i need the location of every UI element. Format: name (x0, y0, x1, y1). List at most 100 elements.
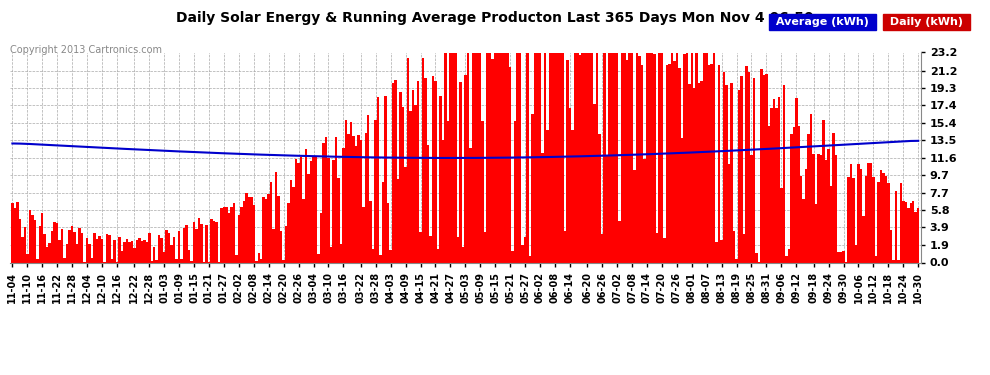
Bar (68, 230, 71, 262)
Bar (501, 53, 504, 262)
Bar (698, 82, 701, 262)
Bar (345, 120, 347, 262)
Bar (556, 53, 558, 262)
Bar (696, 53, 698, 262)
Bar (571, 130, 573, 262)
Bar (131, 241, 133, 262)
Bar (297, 163, 300, 262)
Bar (93, 232, 96, 262)
Bar (262, 198, 265, 262)
Bar (474, 53, 476, 262)
Bar (494, 53, 496, 262)
Bar (838, 252, 840, 262)
Bar (728, 165, 731, 262)
Bar (673, 61, 675, 262)
Bar (772, 99, 775, 262)
Bar (527, 53, 529, 262)
Bar (260, 259, 262, 262)
Bar (210, 219, 213, 262)
Bar (335, 137, 338, 262)
Bar (277, 196, 280, 262)
Bar (21, 237, 24, 262)
Bar (701, 81, 703, 262)
Bar (588, 53, 591, 262)
Bar (295, 159, 297, 262)
Bar (275, 172, 277, 262)
Bar (106, 234, 108, 262)
Bar (639, 56, 641, 262)
Bar (842, 251, 844, 262)
Bar (430, 236, 432, 262)
Bar (228, 213, 230, 262)
Bar (869, 163, 872, 262)
Bar (243, 201, 246, 262)
Bar (454, 53, 456, 262)
Bar (312, 157, 315, 262)
Bar (800, 176, 803, 262)
Bar (446, 121, 449, 262)
Bar (451, 53, 454, 262)
Bar (731, 83, 733, 262)
Bar (504, 53, 506, 262)
Bar (566, 60, 568, 262)
Bar (798, 126, 800, 262)
Bar (604, 53, 606, 262)
Bar (382, 182, 384, 262)
Bar (49, 243, 50, 262)
Bar (887, 183, 890, 262)
Bar (644, 159, 645, 262)
Bar (476, 53, 479, 262)
Bar (762, 75, 765, 262)
Bar (840, 252, 842, 262)
Bar (31, 215, 34, 262)
Bar (785, 256, 788, 262)
Bar (183, 228, 185, 262)
Bar (235, 255, 238, 262)
Bar (537, 53, 539, 262)
Bar (241, 207, 243, 262)
Bar (775, 108, 777, 262)
Bar (795, 98, 798, 262)
Bar (864, 177, 867, 262)
Bar (905, 202, 907, 262)
Bar (708, 64, 711, 262)
Bar (486, 53, 489, 262)
Bar (685, 53, 688, 262)
Bar (230, 207, 233, 262)
Bar (915, 211, 917, 262)
Bar (407, 58, 409, 262)
Bar (897, 260, 900, 262)
Bar (146, 242, 148, 262)
Bar (471, 53, 474, 262)
Bar (648, 53, 650, 262)
Bar (835, 155, 838, 262)
Bar (626, 60, 629, 262)
Bar (680, 138, 683, 262)
Bar (805, 169, 808, 262)
Bar (912, 201, 915, 262)
Bar (357, 135, 359, 262)
Bar (703, 53, 706, 262)
Bar (581, 53, 583, 262)
Bar (118, 237, 121, 262)
Bar (126, 239, 128, 262)
Bar (425, 78, 427, 262)
Bar (529, 256, 532, 262)
Bar (767, 126, 770, 262)
Bar (716, 242, 718, 262)
Bar (307, 174, 310, 262)
Bar (148, 233, 150, 262)
Bar (885, 176, 887, 262)
Bar (198, 218, 200, 262)
Bar (828, 149, 830, 262)
Bar (160, 238, 163, 262)
Bar (178, 231, 180, 262)
Bar (387, 203, 389, 262)
Bar (491, 59, 494, 262)
Bar (808, 134, 810, 262)
Bar (63, 258, 66, 262)
Bar (372, 249, 374, 262)
Bar (392, 84, 394, 262)
Bar (327, 158, 330, 262)
Bar (29, 210, 31, 262)
